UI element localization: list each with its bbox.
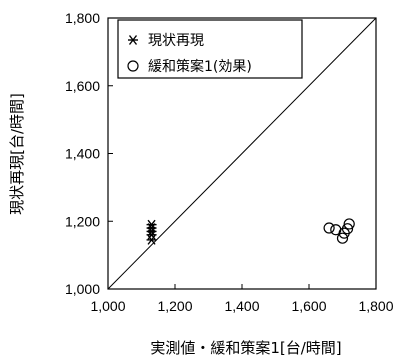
legend-label-series-1: 現状再現 — [148, 33, 204, 49]
y-tick-label: 1,400 — [65, 146, 100, 162]
x-tick-label: 1,400 — [224, 298, 259, 314]
data-point-circle — [343, 218, 355, 230]
legend-marker-asterisk — [128, 35, 138, 45]
y-tick-label: 1,800 — [65, 10, 100, 26]
x-tick-label: 1,800 — [358, 298, 393, 314]
data-point-circle — [336, 232, 349, 244]
x-tick-label: 1,000 — [90, 298, 125, 314]
data-point-circle — [323, 222, 335, 234]
data-point-asterisk — [146, 234, 157, 245]
legend-label-series-2: 緩和策案1(効果) — [148, 58, 252, 75]
legend-box — [117, 19, 303, 79]
x-axis-label: 実測値・緩和策案1[台/時間] — [150, 339, 341, 357]
x-tick-label: 1,200 — [157, 298, 192, 314]
x-tick-label: 1,600 — [291, 298, 326, 314]
data-marks — [146, 218, 355, 245]
y-tick-label: 1,200 — [65, 213, 100, 229]
data-point-circle — [341, 223, 354, 235]
plot-area: 1,000 1,200 1,400 1,600 1,800 1,000 1,200 1,400… — [65, 10, 394, 314]
data-point-asterisk — [146, 219, 157, 230]
legend-marker-circle — [127, 60, 139, 72]
legend: 現状再現 緩和策案1(効果) — [117, 19, 303, 79]
y-tick-label: 1,000 — [65, 281, 100, 297]
y-tick-label: 1,600 — [65, 78, 100, 94]
reference-line-y-equals-x — [107, 17, 377, 290]
y-axis-label: 現状再現[台/時間] — [8, 93, 26, 215]
